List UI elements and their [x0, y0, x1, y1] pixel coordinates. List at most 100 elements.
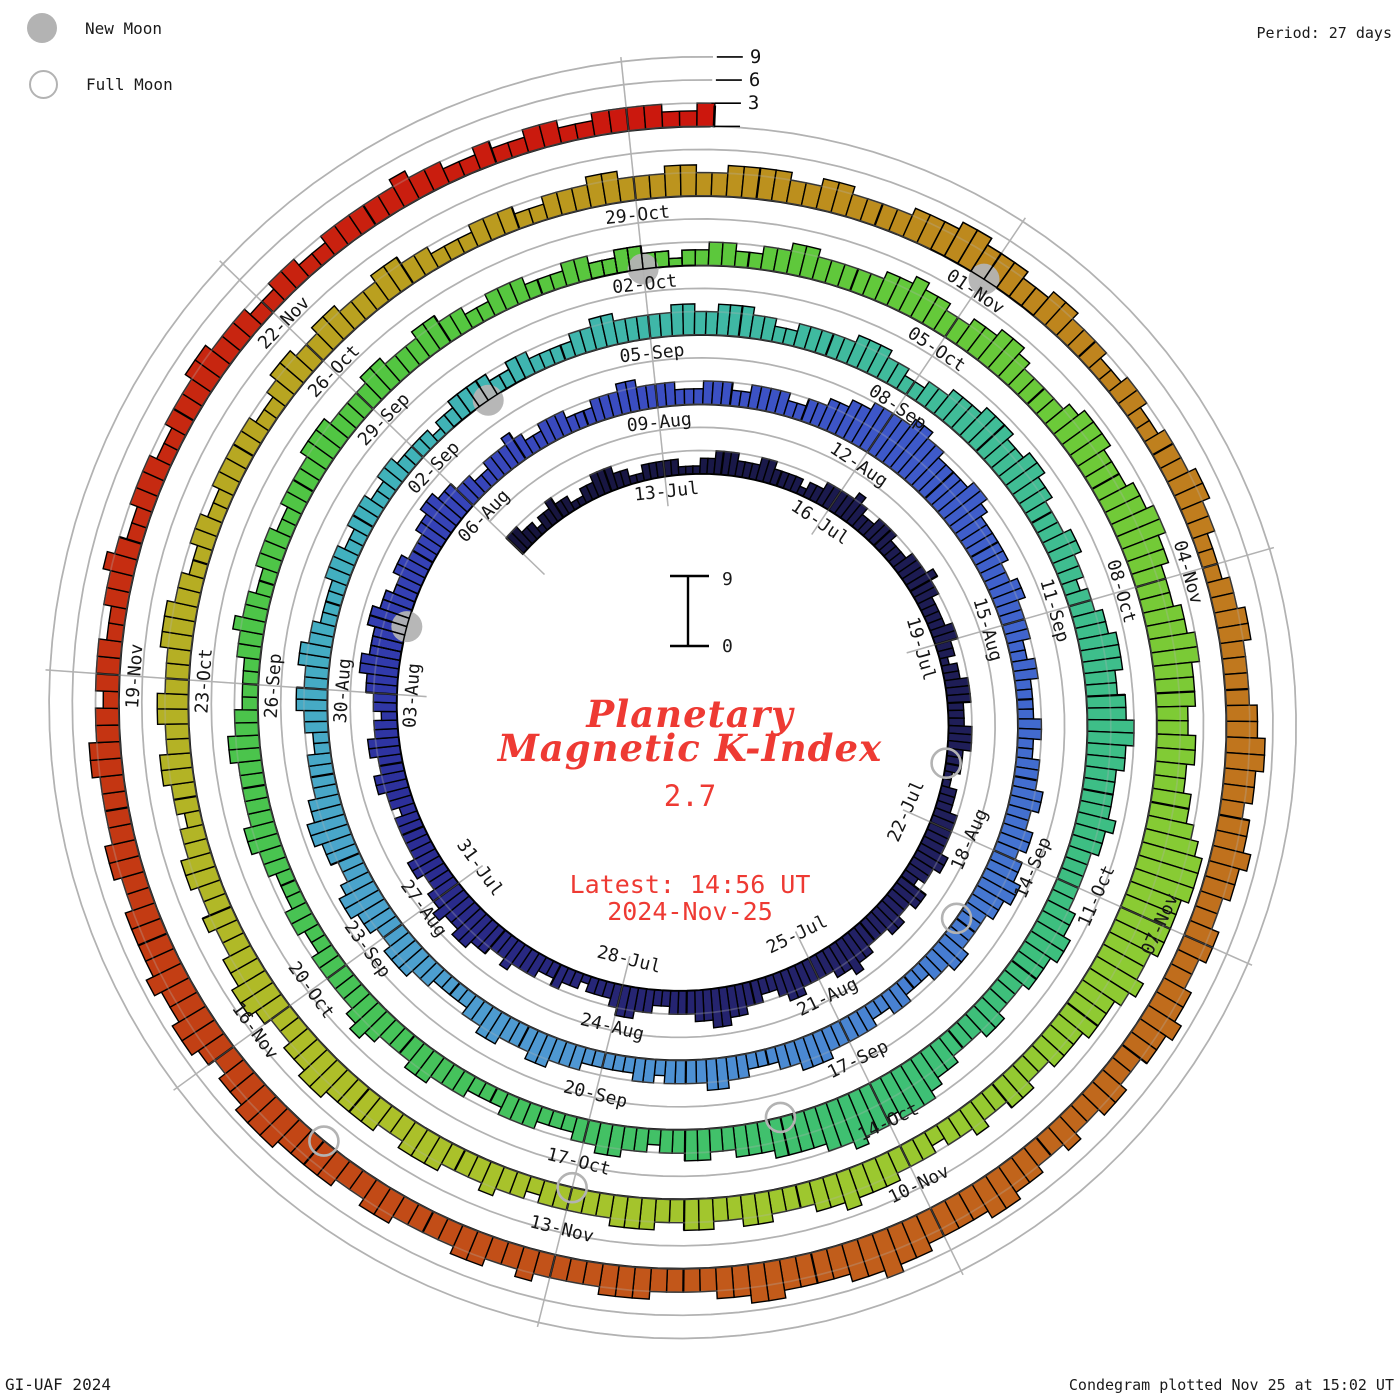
day-tick — [955, 916, 976, 934]
grid-spoke — [794, 931, 964, 1276]
k-bar — [917, 954, 943, 982]
k-scale-max-label: 9 — [722, 569, 733, 590]
k-bar — [889, 424, 934, 475]
k-bar — [1115, 517, 1167, 550]
k-bar — [332, 544, 360, 567]
k-bar — [913, 585, 940, 605]
day-tick — [202, 905, 233, 920]
day-tick — [355, 391, 375, 411]
k-bar — [711, 1196, 730, 1223]
k-bar — [1121, 1030, 1158, 1065]
k-bar — [396, 554, 430, 579]
k-bar — [678, 110, 698, 128]
k-bar — [834, 936, 865, 976]
day-tick — [326, 963, 348, 980]
day-tick — [923, 471, 955, 500]
k-bar — [1108, 918, 1166, 958]
day-tick — [943, 316, 959, 339]
ruler-label: 9 — [750, 46, 761, 68]
day-tick — [779, 1116, 790, 1156]
day-tick — [259, 579, 276, 587]
k-bar — [891, 881, 922, 910]
k-bar — [674, 388, 686, 406]
k-bar-outline — [392, 583, 419, 603]
k-bar — [725, 1194, 744, 1222]
k-bar — [958, 1100, 990, 1136]
day-tick — [207, 1045, 235, 1066]
day-tick — [809, 1251, 819, 1284]
k-bar — [1017, 727, 1043, 741]
day-tick — [858, 921, 876, 942]
day-tick — [827, 489, 843, 512]
k-bar — [695, 171, 713, 197]
k-bar — [1224, 688, 1251, 707]
day-tick — [310, 772, 335, 779]
k-bar — [597, 1263, 620, 1298]
k-ruler: 369 — [713, 46, 761, 128]
k-bar — [474, 1005, 503, 1040]
day-tick — [902, 974, 915, 989]
k-bar — [425, 492, 463, 527]
k-bar — [720, 1125, 737, 1152]
k-bar — [368, 357, 402, 392]
k-bar — [946, 693, 972, 704]
k-bar — [403, 1042, 435, 1077]
day-tick — [105, 806, 130, 813]
grid-spoke — [219, 260, 546, 576]
day-tick — [868, 1082, 891, 1126]
k-bar — [145, 962, 190, 997]
full-moon-marker — [308, 1125, 340, 1157]
day-tick — [421, 1210, 435, 1233]
k-bar — [1199, 874, 1236, 902]
full-moon-marker — [556, 1171, 588, 1204]
day-tick — [261, 300, 275, 314]
k-bar — [309, 620, 337, 638]
k-bar — [232, 308, 263, 339]
k-bar — [936, 647, 956, 660]
grid-spoke — [173, 865, 484, 1091]
k-bar — [1024, 930, 1065, 964]
k-bar — [966, 892, 1000, 921]
grid-arc — [48, 56, 1297, 1340]
day-tick — [1030, 510, 1053, 525]
day-tick — [517, 1025, 531, 1048]
day-tick — [242, 783, 267, 790]
k-bar — [694, 249, 710, 267]
k-bar — [373, 769, 408, 787]
day-tick — [990, 1082, 1013, 1109]
k-bar — [987, 337, 1026, 378]
legend-full-moon: Full Moon — [29, 70, 173, 99]
k-bar — [218, 1058, 255, 1093]
k-bar — [643, 103, 664, 130]
k-bar — [94, 707, 120, 727]
day-tick — [242, 682, 260, 686]
k-bar — [670, 303, 685, 337]
k-bar — [357, 494, 385, 519]
k-bar — [674, 1059, 687, 1085]
k-bar — [383, 457, 410, 483]
day-tick — [508, 432, 528, 461]
k-bar — [450, 907, 488, 942]
k-bar — [234, 1083, 277, 1124]
ruler-label: 6 — [749, 69, 760, 91]
k-bar — [839, 492, 867, 523]
day-tick — [1056, 877, 1080, 890]
k-bar — [298, 640, 333, 659]
day-tick — [548, 1253, 557, 1278]
k-bar — [885, 362, 911, 390]
k-bar — [836, 1092, 870, 1150]
k-scale-bar — [670, 574, 709, 648]
k-bar — [1012, 667, 1039, 682]
k-bar — [1139, 1004, 1183, 1042]
k-bar — [538, 119, 563, 149]
k-bar — [1086, 706, 1127, 721]
day-tick — [837, 1019, 851, 1043]
plot-title-line2: Magnetic K-Index — [497, 726, 883, 770]
day-tick — [737, 305, 744, 338]
day-tick — [872, 528, 892, 547]
k-bar-outline — [681, 249, 697, 267]
date-label: 05-Sep — [619, 340, 686, 368]
k-bar — [165, 737, 192, 756]
k-bar — [443, 482, 474, 514]
